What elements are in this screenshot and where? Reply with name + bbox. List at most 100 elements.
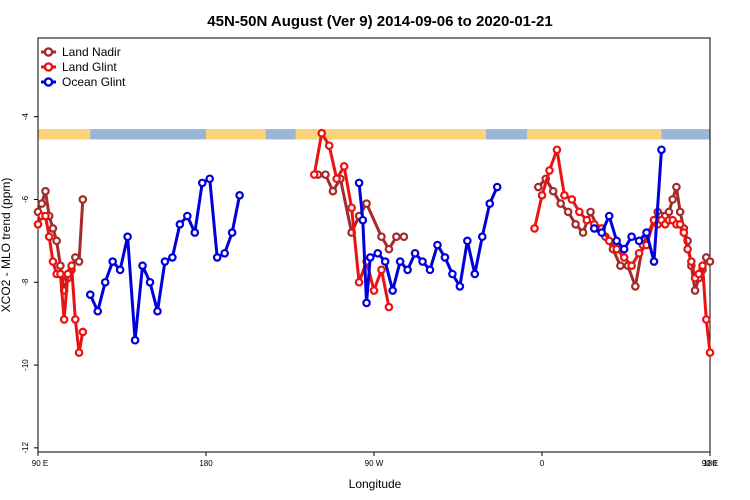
x-axis-label: Longitude [349,477,402,491]
data-point [690,286,700,295]
data-point [627,261,636,271]
land-band-segment [38,129,91,140]
data-point [328,186,338,196]
data-point [74,348,84,357]
data-point [153,306,162,316]
chart-title: 45N-50N August (Ver 9) 2014-09-06 to 202… [207,13,552,30]
data-point [634,248,644,258]
data-point [631,282,640,291]
data-point [145,277,155,287]
data-point [612,236,621,246]
data-point [612,244,621,254]
data-point [373,248,383,258]
data-point [571,220,580,229]
data-point [115,265,125,275]
data-point [575,207,584,217]
data-point [67,261,76,271]
data-point [675,220,685,229]
series-line [593,149,663,264]
legend-swatch-marker [43,62,54,72]
data-point [455,282,465,291]
legend-label: Ocean Glint [62,75,126,89]
data-point [332,174,341,184]
data-point [657,145,666,155]
data-point [477,232,487,242]
data-point [470,269,480,279]
data-point [395,257,405,266]
data-point [108,257,117,266]
data-point [634,236,644,246]
data-point [138,261,147,271]
data-point [123,232,132,242]
data-point [354,178,364,188]
data-point [604,236,614,246]
series-line [312,131,391,308]
data-point [485,199,495,208]
x-tick-label: 0 [540,459,545,468]
data-point [679,228,689,237]
y-axis-label: XCO2 - MLO trend (ppm) [0,178,13,313]
data-point [197,178,207,188]
legend-label: Land Glint [62,60,117,74]
data-point [78,195,88,204]
data-point [627,232,636,242]
data-point [377,232,386,242]
data-point [168,253,177,262]
data-point [33,220,43,229]
data-point [130,335,140,345]
y-tick-label: -10 [21,359,30,371]
land-band-segment [295,129,486,140]
series-ocean-glint [85,145,666,345]
data-point [365,253,375,262]
series-layer [33,128,715,357]
y-tick-label: -6 [21,195,30,203]
data-point [675,207,685,217]
data-point [48,224,58,233]
legend-item: Ocean Glint [41,75,126,89]
data-point [448,269,457,279]
y-tick-label: -12 [21,442,30,454]
data-point [556,199,565,208]
data-point [85,290,95,299]
x-tick-label: 90 W [365,459,384,468]
data-point [317,128,327,138]
data-point [545,166,554,175]
data-point [701,315,711,324]
data-point [324,141,334,150]
data-point [347,203,356,213]
data-point [339,162,349,171]
data-point [619,253,629,262]
data-point [672,182,681,192]
land-band-segment [527,129,662,140]
series-land-nadir [33,170,715,295]
data-point [52,236,61,246]
data-point [642,228,651,237]
data-point [380,257,390,266]
data-point [403,265,412,275]
data-point [227,228,237,237]
data-point [41,186,50,196]
data-point [410,248,420,258]
data-point [418,257,427,266]
legend-item: Land Glint [41,60,117,74]
x-tick-label: 180 [199,459,213,468]
data-point [440,253,450,262]
data-point [48,257,58,266]
data-point [425,265,435,275]
data-point [369,286,379,295]
data-point [552,145,562,155]
data-point [321,170,330,179]
data-point [212,253,222,262]
data-point [399,232,409,242]
data-point [463,236,472,246]
data-point [358,215,368,225]
data-point [597,228,607,237]
legend-swatch-marker [43,77,54,87]
data-point [56,269,65,279]
data-point [687,257,696,266]
land-band-segment [206,129,266,140]
data-point [604,211,614,221]
data-point [530,224,539,233]
x-tick-label: 90 E [702,459,718,468]
